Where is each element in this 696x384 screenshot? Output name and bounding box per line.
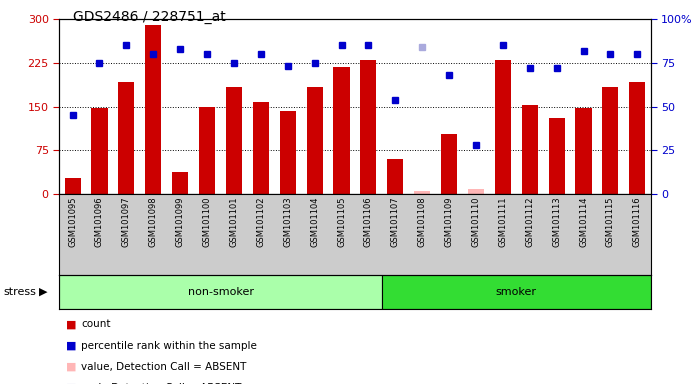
Text: rank, Detection Call = ABSENT: rank, Detection Call = ABSENT [81,383,242,384]
Bar [226,87,242,194]
Text: stress: stress [3,287,36,297]
Text: smoker: smoker [496,287,537,297]
Text: ▶: ▶ [39,287,47,297]
Text: GSM101114: GSM101114 [579,196,588,247]
Text: GSM101110: GSM101110 [471,196,480,247]
Text: GSM101111: GSM101111 [498,196,507,247]
Text: ■: ■ [66,383,77,384]
Bar [387,159,404,194]
Bar [172,172,188,194]
Text: ■: ■ [66,319,77,329]
Text: GSM101098: GSM101098 [149,196,158,247]
Bar [382,275,651,309]
Bar [522,105,538,194]
Bar [576,108,592,194]
Text: GSM101101: GSM101101 [230,196,239,247]
Text: GSM101104: GSM101104 [310,196,319,247]
Text: GSM101095: GSM101095 [68,196,77,247]
Text: GSM101096: GSM101096 [95,196,104,247]
Text: GSM101099: GSM101099 [175,196,184,247]
Text: GSM101108: GSM101108 [418,196,427,247]
Bar [468,189,484,194]
Text: GSM101109: GSM101109 [445,196,454,247]
Text: GSM101107: GSM101107 [390,196,400,247]
Bar [306,87,323,194]
Text: value, Detection Call = ABSENT: value, Detection Call = ABSENT [81,362,247,372]
Text: percentile rank within the sample: percentile rank within the sample [81,341,258,351]
Bar [280,111,296,194]
Text: GSM101097: GSM101097 [122,196,131,247]
Bar [118,81,134,194]
Bar [441,134,457,194]
Text: GSM101115: GSM101115 [606,196,615,247]
Text: GSM101116: GSM101116 [633,196,642,247]
Text: ■: ■ [66,362,77,372]
Text: GSM101102: GSM101102 [256,196,265,247]
Text: GSM101106: GSM101106 [364,196,373,247]
Text: GSM101100: GSM101100 [203,196,212,247]
Bar [65,178,81,194]
Text: GSM101112: GSM101112 [525,196,535,247]
Bar [495,60,511,194]
Text: ■: ■ [66,341,77,351]
Bar [361,60,377,194]
Bar [333,67,349,194]
Bar [414,191,430,194]
Bar [629,81,645,194]
Text: count: count [81,319,111,329]
Text: GSM101113: GSM101113 [552,196,561,247]
Bar [602,87,619,194]
Bar [59,275,382,309]
Text: GSM101103: GSM101103 [283,196,292,247]
Text: GDS2486 / 228751_at: GDS2486 / 228751_at [73,10,226,23]
Bar [253,102,269,194]
Bar [199,107,215,194]
Bar [145,25,161,194]
Bar [548,118,564,194]
Text: GSM101105: GSM101105 [337,196,346,247]
Bar [91,108,108,194]
Text: non-smoker: non-smoker [187,287,253,297]
